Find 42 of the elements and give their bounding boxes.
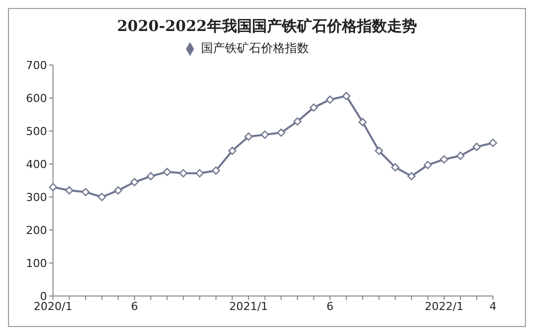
point [488, 138, 498, 147]
point [407, 172, 416, 180]
point [162, 168, 172, 176]
x-tick-label: 2022/1 [424, 300, 464, 313]
point [424, 160, 432, 170]
point [196, 169, 204, 178]
point [228, 146, 236, 155]
y-tick-label: 500 [26, 124, 47, 138]
y-tick-label: 400 [26, 158, 47, 171]
point [293, 117, 302, 126]
x-tick-label: 6 [326, 300, 334, 313]
point [244, 132, 253, 141]
x-tick-label: 6 [130, 300, 138, 313]
point [179, 169, 188, 178]
y-tick-label: 300 [26, 190, 47, 204]
legend-label: 国产铁矿石价格指数 [201, 41, 309, 55]
y-tick-label: 200 [26, 224, 47, 237]
chart-title: 2020-2022年我国国产铁矿石价格指数走势 [116, 17, 418, 36]
point [130, 178, 139, 186]
point [146, 172, 155, 180]
point [98, 192, 106, 202]
point [326, 96, 334, 104]
point [48, 183, 58, 192]
point [277, 128, 286, 137]
point [114, 186, 122, 194]
y-tick-label: 700 [26, 58, 47, 72]
point [472, 142, 481, 151]
point [65, 186, 74, 194]
point [456, 152, 465, 160]
point [81, 188, 90, 196]
point [440, 155, 448, 164]
y-tick-label: 100 [26, 256, 47, 270]
y-tick-label: 600 [26, 92, 47, 105]
point [358, 118, 367, 126]
point [342, 92, 350, 100]
point [212, 166, 220, 175]
x-tick-label: 2021/1 [229, 300, 268, 313]
x-tick-label: 4 [490, 300, 496, 313]
point [391, 163, 400, 172]
point [260, 130, 269, 139]
point [310, 103, 318, 112]
point [374, 146, 384, 155]
